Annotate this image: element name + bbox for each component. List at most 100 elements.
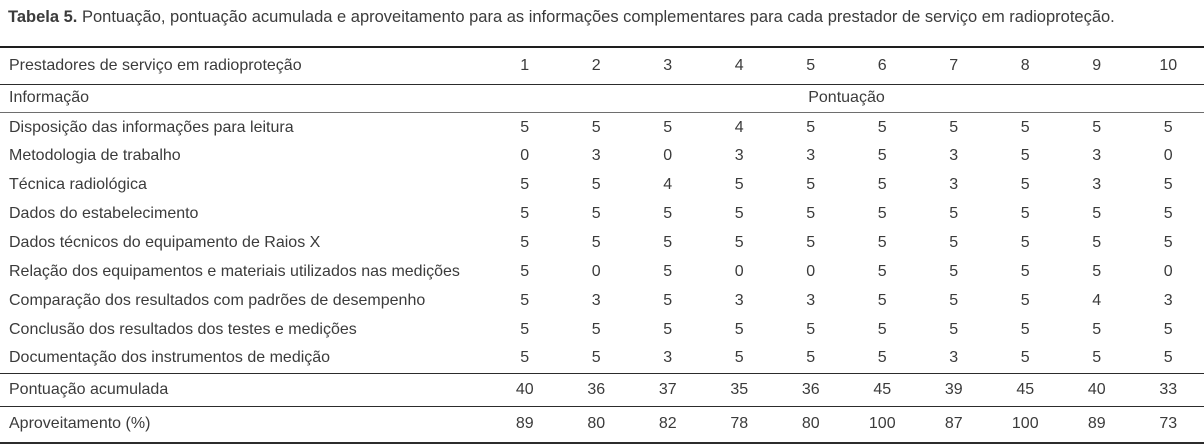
- score-cell: 5: [734, 204, 744, 222]
- score-cell: 5: [877, 175, 887, 193]
- score-cell: 5: [1020, 291, 1030, 309]
- score-cell: 5: [663, 233, 673, 251]
- provider-number: 6: [877, 56, 887, 74]
- score-cell: 5: [877, 204, 887, 222]
- score-cell: 5: [877, 146, 887, 164]
- score-cell: 5: [949, 320, 959, 338]
- score-cell: 5: [1092, 262, 1102, 280]
- info-row: Conclusão dos resultados dos testes e me…: [0, 315, 1204, 344]
- score-cell: 5: [520, 175, 530, 193]
- provider-number: 2: [591, 56, 601, 74]
- score-cell: 0: [806, 262, 816, 280]
- score-cell: 5: [1163, 175, 1173, 193]
- score-cell: 5: [591, 233, 601, 251]
- score-cell: 5: [949, 291, 959, 309]
- score-cell: 5: [949, 204, 959, 222]
- score-cell: 78: [730, 415, 749, 433]
- score-cell: 100: [1011, 415, 1039, 433]
- score-cell: 5: [806, 320, 816, 338]
- row-label: Dados do estabelecimento: [9, 204, 199, 222]
- score-cell: 5: [663, 262, 673, 280]
- score-cell: 5: [1020, 349, 1030, 367]
- score-cell: 5: [877, 320, 887, 338]
- table-caption-number: Tabela 5.: [8, 8, 78, 26]
- score-cell: 0: [591, 262, 601, 280]
- score-cell: 5: [1020, 146, 1030, 164]
- score-cell: 80: [587, 415, 606, 433]
- score-cell: 5: [1020, 233, 1030, 251]
- score-cell: 0: [734, 262, 744, 280]
- score-cell: 5: [1092, 349, 1102, 367]
- score-cell: 5: [520, 233, 530, 251]
- score-cell: 3: [663, 349, 673, 367]
- score-cell: 5: [877, 233, 887, 251]
- score-cell: 3: [591, 291, 601, 309]
- score-cell: 100: [868, 415, 896, 433]
- score-cell: 5: [663, 320, 673, 338]
- score-cell: 5: [1020, 175, 1030, 193]
- info-row: Dados técnicos do equipamento de Raios X…: [0, 228, 1204, 257]
- score-cell: 3: [1092, 146, 1102, 164]
- table-head: Prestadores de serviço em radioproteção …: [0, 47, 1204, 112]
- score-cell: 5: [1163, 204, 1173, 222]
- score-cell: 5: [877, 262, 887, 280]
- score-cell: 45: [1016, 380, 1035, 398]
- score-cell: 33: [1159, 380, 1178, 398]
- score-cell: 0: [1163, 146, 1173, 164]
- score-cell: 5: [591, 119, 601, 137]
- score-cell: 5: [949, 262, 959, 280]
- provider-number: 5: [806, 56, 816, 74]
- info-row: Metodologia de trabalho 0 3 0 3 3 5 3 5 3 0: [0, 141, 1204, 170]
- provider-number: 9: [1092, 56, 1102, 74]
- table-body: Disposição das informações para leitura 5…: [0, 112, 1204, 373]
- score-cell: 3: [591, 146, 601, 164]
- table-caption: Tabela 5. Pontuação, pontuação acumulada…: [0, 0, 1204, 27]
- score-cell: 3: [806, 146, 816, 164]
- providers-header-label: Prestadores de serviço em radioproteção: [9, 56, 302, 74]
- score-cell: 4: [734, 119, 744, 137]
- score-cell: 5: [734, 175, 744, 193]
- table-caption-text: Pontuação, pontuação acumulada e aprovei…: [77, 8, 1115, 26]
- score-cell: 5: [520, 204, 530, 222]
- header-row-info: Informação Pontuação: [0, 84, 1204, 112]
- info-row: Dados do estabelecimento 5 5 5 5 5 5 5 5 5 5: [0, 199, 1204, 228]
- info-header-label: Informação: [9, 89, 90, 106]
- score-cell: 5: [806, 119, 816, 137]
- row-label: Dados técnicos do equipamento de Raios X: [9, 233, 321, 251]
- score-cell: 5: [1163, 119, 1173, 137]
- score-cell: 3: [1092, 175, 1102, 193]
- score-cell: 3: [949, 146, 959, 164]
- score-cell: 5: [591, 320, 601, 338]
- score-cell: 3: [806, 291, 816, 309]
- provider-number: 7: [949, 56, 959, 74]
- provider-number: 1: [520, 56, 530, 74]
- row-label: Relação dos equipamentos e materiais uti…: [9, 262, 460, 280]
- score-cell: 5: [663, 119, 673, 137]
- row-label: Metodologia de trabalho: [9, 146, 181, 164]
- row-label: Disposição das informações para leitura: [9, 119, 294, 137]
- score-cell: 4: [1092, 291, 1102, 309]
- provider-number: 10: [1159, 56, 1178, 74]
- info-row: Disposição das informações para leitura 5…: [0, 112, 1204, 141]
- score-cell: 3: [734, 291, 744, 309]
- score-cell: 5: [591, 349, 601, 367]
- info-row: Relação dos equipamentos e materiais uti…: [0, 257, 1204, 286]
- score-cell: 5: [806, 204, 816, 222]
- score-cell: 5: [806, 349, 816, 367]
- score-cell: 5: [520, 262, 530, 280]
- score-cell: 3: [949, 349, 959, 367]
- scores-table: Prestadores de serviço em radioproteção …: [0, 46, 1204, 444]
- row-label: Documentação dos instrumentos de medição: [9, 349, 331, 367]
- provider-number: 3: [663, 56, 673, 74]
- score-cell: 3: [949, 175, 959, 193]
- score-cell: 37: [658, 380, 677, 398]
- score-cell: 5: [734, 320, 744, 338]
- row-label: Aproveitamento (%): [9, 415, 151, 433]
- score-cell: 0: [663, 146, 673, 164]
- score-cell: 5: [520, 349, 530, 367]
- score-cell: 5: [1020, 119, 1030, 137]
- score-cell: 5: [806, 233, 816, 251]
- score-cell: 5: [877, 349, 887, 367]
- provider-number: 4: [734, 56, 744, 74]
